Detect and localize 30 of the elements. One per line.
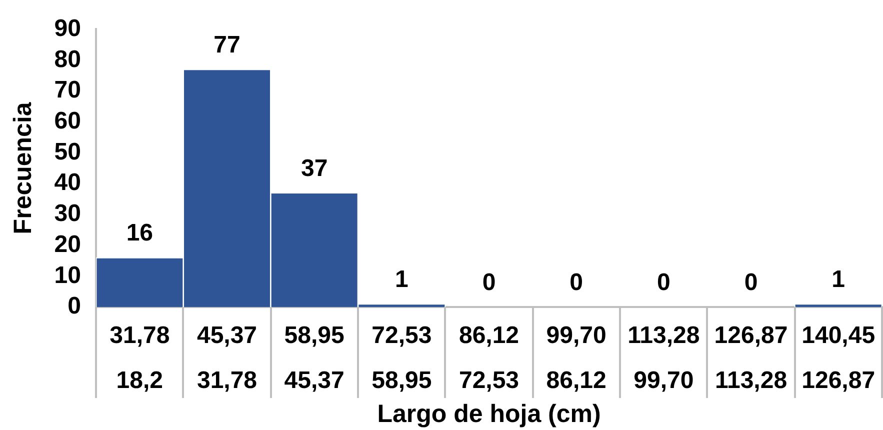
y-tick-label: 20 (54, 230, 81, 258)
y-tick-label: 0 (68, 292, 81, 320)
data-label: 0 (744, 269, 758, 296)
x-tick-label: 99,70 86,12 (546, 322, 606, 394)
data-label: 0 (482, 269, 496, 296)
y-tick-label: 10 (54, 262, 81, 289)
x-axis-title: Largo de hoja (cm) (377, 400, 601, 428)
y-tick-label: 40 (54, 169, 81, 196)
x-tick-label: 140,45 126,87 (802, 322, 876, 394)
x-tick-label: 45,37 31,78 (196, 322, 258, 394)
x-tick-label: 31,78 18,2 (110, 322, 170, 394)
data-label: 0 (570, 269, 584, 296)
x-tick-label: 126,87 113,28 (714, 322, 788, 394)
data-label: 1 (832, 266, 846, 293)
y-tick-label: 70 (54, 76, 81, 104)
y-tick-label: 30 (54, 200, 81, 228)
x-tick-label: 72,53 58,95 (372, 322, 432, 394)
x-tick-label: 113,28 99,70 (628, 322, 700, 394)
y-tick-label: 90 (54, 15, 81, 42)
y-tick-label: 60 (54, 108, 81, 135)
y-tick-label: 80 (54, 46, 81, 73)
data-label: 16 (126, 220, 154, 247)
y-axis-title: Frecuencia (8, 101, 37, 234)
x-tick-label: 86,12 72,53 (458, 322, 520, 394)
data-label: 37 (300, 154, 328, 182)
x-tick-label: 58,95 45,37 (284, 322, 344, 394)
data-label: 0 (656, 269, 670, 296)
y-tick-label: 50 (54, 138, 81, 166)
data-label: 1 (394, 266, 408, 293)
data-label: 77 (214, 32, 240, 58)
